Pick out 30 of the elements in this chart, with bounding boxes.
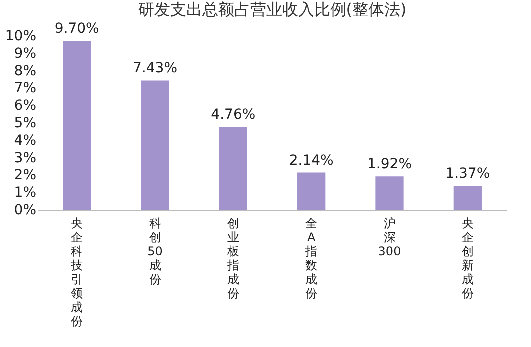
y-tick-label: 10% bbox=[5, 28, 36, 44]
chart-title: 研发支出总额占营业收入比例(整体法) bbox=[138, 0, 407, 20]
y-tick-label: 1% bbox=[14, 185, 36, 202]
y-tick-label: 3% bbox=[14, 150, 36, 166]
y-tick-label: 2% bbox=[14, 168, 36, 184]
y-tick-label: 4% bbox=[14, 132, 36, 149]
x-tick-label: 央企创新成份 bbox=[462, 216, 474, 300]
bar bbox=[298, 172, 326, 210]
y-tick-label: 0% bbox=[14, 202, 36, 218]
data-label: 7.43% bbox=[133, 60, 178, 77]
bar bbox=[376, 176, 404, 210]
y-tick-label: 5% bbox=[14, 116, 36, 132]
x-tick-label: 全A指数成份 bbox=[304, 216, 318, 300]
x-tick-label: 创业板指成份 bbox=[226, 216, 240, 300]
y-tick-label: 7% bbox=[14, 80, 36, 97]
x-tick-label: 央企科技引领成份 bbox=[70, 216, 84, 328]
x-tick-label: 科创50成份 bbox=[148, 216, 163, 286]
data-label: 1.37% bbox=[446, 166, 490, 182]
data-label: 1.92% bbox=[368, 156, 412, 173]
data-label: 2.14% bbox=[289, 152, 334, 169]
bar bbox=[454, 186, 482, 210]
bar bbox=[219, 127, 248, 210]
y-tick-label: 9% bbox=[14, 46, 36, 62]
data-label: 9.70% bbox=[54, 21, 100, 38]
bar bbox=[141, 80, 170, 210]
y-tick-label: 6% bbox=[14, 98, 36, 114]
y-tick-label: 8% bbox=[14, 63, 36, 80]
data-label: 4.76% bbox=[211, 107, 256, 124]
bar bbox=[63, 41, 92, 210]
x-tick-label: 沪深300 bbox=[378, 216, 402, 258]
